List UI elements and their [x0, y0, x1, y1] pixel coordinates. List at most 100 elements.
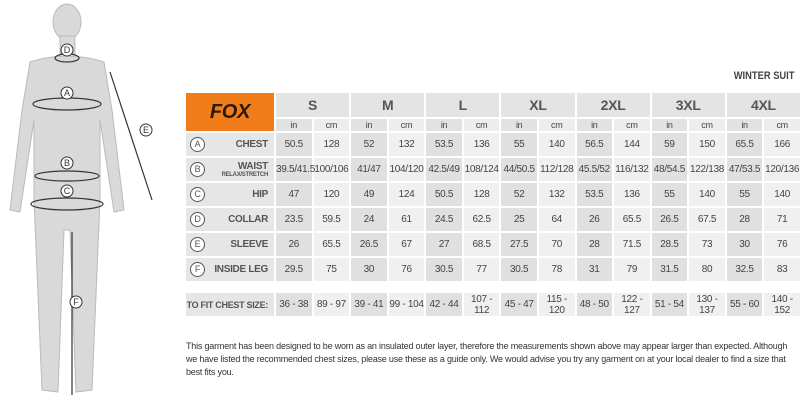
fit-note: This garment has been designed to be wor…: [186, 341, 788, 377]
unit-in: in: [576, 119, 613, 131]
size-header-row: FOX S M L XL 2XL 3XL 4XL: [186, 93, 800, 131]
value-cell: 28.5: [651, 233, 688, 256]
value-cell: 120: [313, 183, 350, 206]
unit-cm: cm: [463, 119, 500, 131]
value-cell: 50.5: [426, 183, 462, 206]
value-cell: 24: [351, 208, 387, 231]
value-cell: 26: [576, 208, 613, 231]
value-cell: 59.5: [313, 208, 350, 231]
value-cell: 48/54.5: [651, 158, 688, 181]
table-row: D COLLAR 23.5 59.5 24 61 24.5 62.5 25 64 26 65.5 26.…: [186, 208, 800, 231]
value-cell: 64: [538, 208, 575, 231]
size-header: XL: [501, 93, 575, 117]
marker-circle: C: [190, 187, 205, 202]
chest-fit-cell: 122 - 127: [614, 293, 650, 316]
chest-fit-cell: 45 - 47: [501, 293, 537, 316]
svg-text:A: A: [64, 88, 70, 98]
marker-circle: D: [190, 212, 205, 227]
value-cell: 47/53.5: [726, 158, 763, 181]
value-cell: 24.5: [426, 208, 462, 231]
value-cell: 27.5: [501, 233, 537, 256]
value-cell: 120/136: [764, 158, 800, 181]
value-cell: 68.5: [463, 233, 500, 256]
value-cell: 104/120: [388, 158, 425, 181]
unit-cm: cm: [689, 119, 725, 131]
marker-c: C: [60, 184, 74, 198]
value-cell: 77: [463, 258, 500, 281]
chest-fit-cell: 55 - 60: [726, 293, 763, 316]
value-cell: 49: [351, 183, 387, 206]
measure-label: F INSIDE LEG: [186, 258, 274, 281]
value-cell: 55: [726, 183, 763, 206]
size-header: 3XL: [651, 93, 725, 117]
value-cell: 132: [538, 183, 575, 206]
measure-label: C HIP: [186, 183, 274, 206]
value-cell: 61: [388, 208, 425, 231]
value-cell: 45.5/52: [576, 158, 613, 181]
value-cell: 71.5: [614, 233, 650, 256]
value-cell: 67: [388, 233, 425, 256]
value-cell: 55: [651, 183, 688, 206]
value-cell: 52: [351, 133, 387, 156]
marker-circle: B: [190, 162, 205, 177]
chest-fit-cell: 99 - 104: [388, 293, 425, 316]
value-cell: 128: [463, 183, 500, 206]
measure-label: A CHEST: [186, 133, 274, 156]
value-cell: 31: [576, 258, 613, 281]
value-cell: 52: [501, 183, 537, 206]
marker-circle: E: [190, 237, 205, 252]
chest-fit-cell: 130 - 137: [689, 293, 725, 316]
value-cell: 29.5: [276, 258, 312, 281]
chest-fit-cell: 107 - 112: [463, 293, 500, 316]
unit-in: in: [276, 119, 312, 131]
size-header: L: [426, 93, 500, 117]
size-chart-table: FOX S M L XL 2XL 3XL 4XL in cm in cm in cm in cm in cm in c…: [184, 91, 800, 318]
marker-f: F: [69, 295, 83, 309]
value-cell: 42.5/49: [426, 158, 462, 181]
spacer: [186, 283, 800, 291]
value-cell: 55: [501, 133, 537, 156]
unit-in: in: [726, 119, 763, 131]
table-row: E SLEEVE 26 65.5 26.5 67 27 68.5 27.5 70 28 71.5 28.…: [186, 233, 800, 256]
table-row: B WAIST RELAX/STRETCH 39.5/41.5 100/106 41/47…: [186, 158, 800, 181]
value-cell: 30.5: [426, 258, 462, 281]
value-cell: 26.5: [351, 233, 387, 256]
value-cell: 65.5: [614, 208, 650, 231]
value-cell: 108/124: [463, 158, 500, 181]
chest-fit-cell: 36 - 38: [276, 293, 312, 316]
value-cell: 39.5/41.5: [276, 158, 315, 181]
measure-subtitle: RELAX/STRETCH: [221, 172, 269, 178]
measure-name: CHEST: [235, 139, 269, 150]
chest-fit-row: TO FIT CHEST SIZE: 36 - 38 89 - 97 39 - 41 9…: [186, 293, 800, 316]
value-cell: 144: [614, 133, 650, 156]
size-header: 4XL: [726, 93, 800, 117]
measure-name: SLEEVE: [230, 239, 268, 250]
unit-cm: cm: [313, 119, 350, 131]
value-cell: 28: [726, 208, 763, 231]
value-cell: 83: [764, 258, 800, 281]
value-cell: 50.5: [276, 133, 312, 156]
chest-fit-cell: 115 - 120: [538, 293, 575, 316]
value-cell: 75: [313, 258, 350, 281]
value-cell: 70: [538, 233, 575, 256]
measure-label: D COLLAR: [186, 208, 274, 231]
table-row: C HIP 47 120 49 124 50.5 128 52 132 53.5 136 55 140 55…: [186, 183, 800, 206]
body-measurement-figure: D A B C E F: [9, 3, 153, 395]
value-cell: 78: [538, 258, 575, 281]
unit-cm: cm: [538, 119, 575, 131]
value-cell: 166: [764, 133, 800, 156]
value-cell: 30: [726, 233, 763, 256]
value-cell: 30: [351, 258, 387, 281]
chest-fit-label: TO FIT CHEST SIZE:: [186, 293, 274, 316]
value-cell: 136: [463, 133, 500, 156]
svg-text:B: B: [64, 158, 70, 168]
value-cell: 140: [764, 183, 800, 206]
value-cell: 128: [313, 133, 350, 156]
chest-fit-cell: 39 - 41: [351, 293, 387, 316]
marker-circle: A: [190, 137, 205, 152]
value-cell: 65.5: [726, 133, 763, 156]
value-cell: 122/138: [689, 158, 725, 181]
unit-cm: cm: [614, 119, 650, 131]
value-cell: 136: [614, 183, 650, 206]
value-cell: 53.5: [426, 133, 462, 156]
